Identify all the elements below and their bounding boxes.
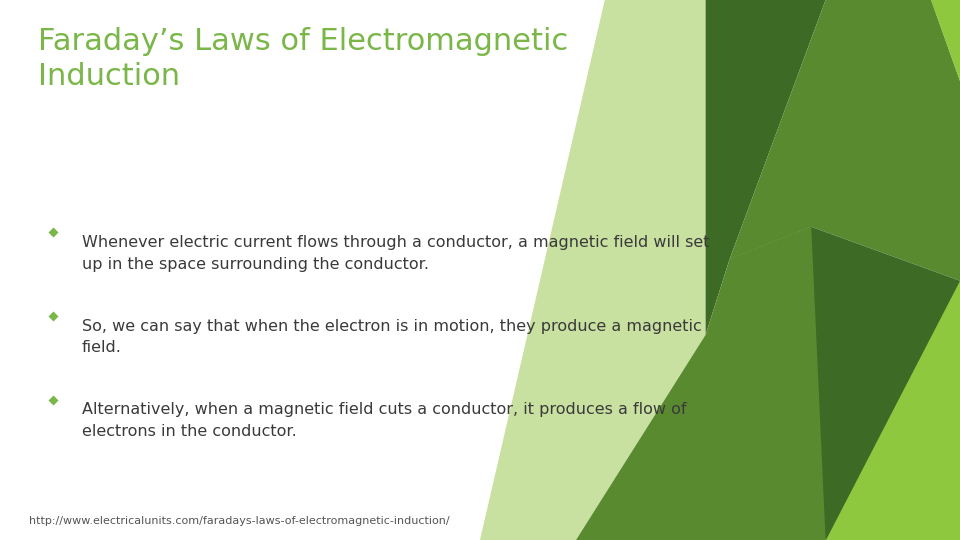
Polygon shape: [931, 0, 960, 81]
Polygon shape: [480, 0, 706, 540]
Polygon shape: [730, 0, 960, 281]
Polygon shape: [826, 281, 960, 540]
Polygon shape: [730, 227, 960, 540]
Text: So, we can say that when the electron is in motion, they produce a magnetic
fiel: So, we can say that when the electron is…: [82, 319, 702, 355]
Text: Faraday’s Laws of Electromagnetic
Induction: Faraday’s Laws of Electromagnetic Induct…: [38, 27, 568, 91]
Text: Whenever electric current flows through a conductor, a magnetic field will set
u: Whenever electric current flows through …: [82, 235, 709, 272]
Text: http://www.electricalunits.com/faradays-laws-of-electromagnetic-induction/: http://www.electricalunits.com/faradays-…: [29, 516, 449, 526]
Polygon shape: [576, 227, 826, 540]
Text: Alternatively, when a magnetic field cuts a conductor, it produces a flow of
ele: Alternatively, when a magnetic field cut…: [82, 402, 686, 439]
Polygon shape: [706, 0, 826, 335]
